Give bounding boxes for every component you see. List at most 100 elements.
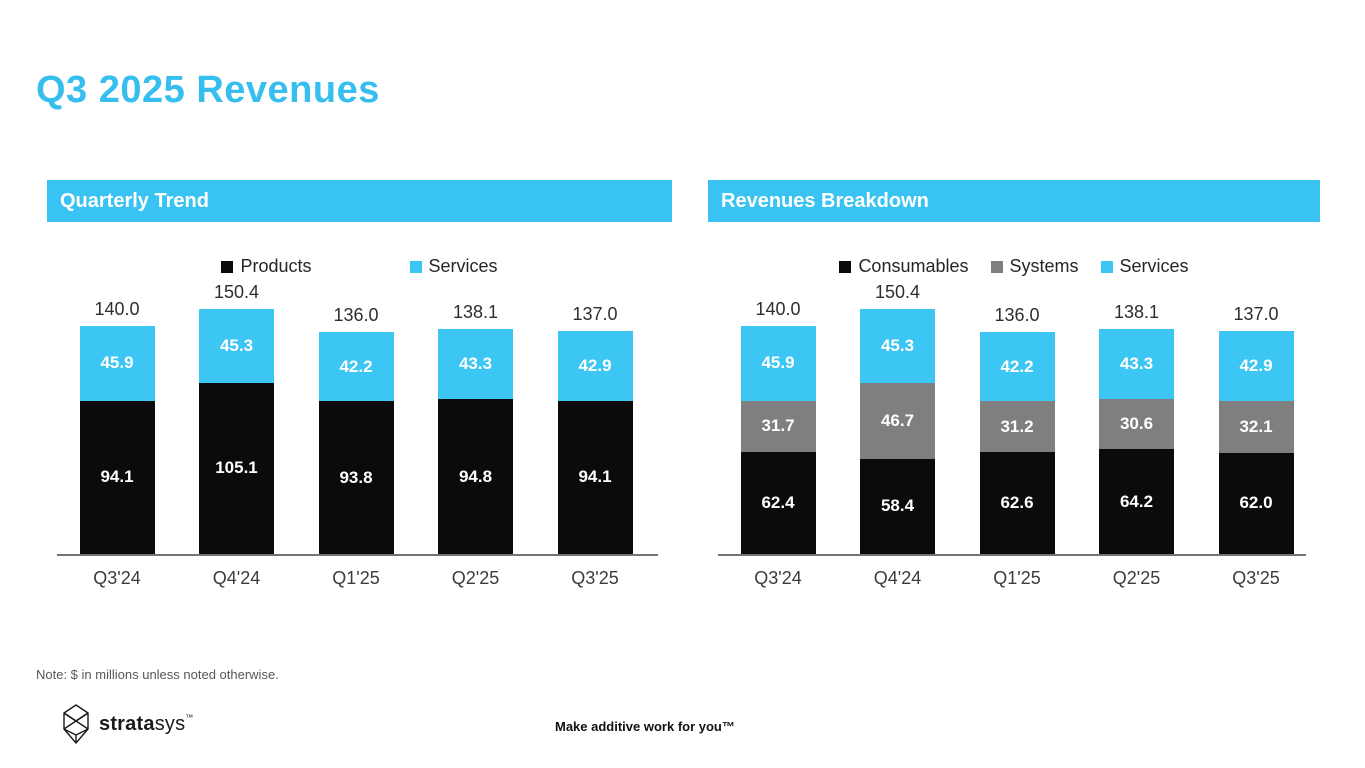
segment-value-label: 94.8 (458, 466, 493, 486)
segment-value-label: 45.3 (880, 335, 915, 355)
segment-systems: 32.1 (1218, 400, 1294, 453)
legend-swatch-systems (990, 260, 1003, 273)
segment-services: 45.9 (79, 325, 155, 401)
total-label: 136.0 (994, 305, 1040, 326)
segment-products: 105.1 (199, 382, 274, 554)
category-label: Q3'25 (571, 568, 619, 588)
segment-value-label: 46.7 (880, 410, 915, 430)
revenues-breakdown-plot: 45.9 31.7 62.4 140.0 45.3 46.7 58.4 150.4 42.2 31… (708, 180, 1320, 556)
segment-systems: 31.7 (740, 400, 816, 453)
legend-item-services: Services (1100, 256, 1189, 277)
segment-services: 43.3 (1099, 328, 1174, 400)
segment-products: 94.8 (438, 399, 513, 554)
panel-revenues-breakdown: Revenues Breakdown Consumables Systems Ser… (708, 180, 1320, 612)
segment-value-label: 62.0 (1239, 493, 1273, 513)
total-label: 150.4 (213, 281, 260, 302)
segment-value-label: 62.4 (761, 493, 795, 513)
segment-consumables: 62.0 (1218, 452, 1294, 554)
x-axis-line (718, 554, 1306, 556)
legend-swatch-services (1100, 260, 1113, 273)
segment-value-label: 64.2 (1119, 491, 1154, 511)
segment-value-label: 94.1 (578, 467, 612, 487)
segment-value-label: 42.9 (1239, 355, 1273, 375)
legend-item-products: Products (221, 256, 312, 277)
segment-value-label: 105.1 (215, 458, 258, 478)
revenues-breakdown-legend: Consumables Systems Services (708, 256, 1320, 277)
total-label: 137.0 (1233, 303, 1279, 324)
segment-products: 93.8 (318, 401, 394, 554)
quarterly-trend-category-axis: Q3'24 Q4'24 Q1'25 Q2'25 Q3'25 (47, 568, 672, 592)
x-axis-line (57, 554, 658, 556)
legend-item-systems: Systems (990, 256, 1079, 277)
segment-value-label: 43.3 (1119, 354, 1154, 374)
segment-value-label: 94.1 (100, 467, 134, 487)
segment-value-label: 31.2 (1000, 416, 1034, 436)
stacked-bar-q324: 45.9 94.1 (79, 325, 155, 554)
segment-products: 94.1 (79, 400, 155, 554)
stacked-bar-q125: 42.2 93.8 (318, 332, 394, 554)
segment-value-label: 42.9 (578, 355, 612, 375)
segment-value-label: 62.6 (1000, 492, 1034, 512)
segment-systems: 30.6 (1099, 399, 1174, 450)
segment-products: 94.1 (557, 400, 633, 554)
segment-services: 42.9 (557, 330, 633, 401)
revenues-breakdown-header-band: Revenues Breakdown (708, 180, 1320, 222)
stratasys-logo-icon (63, 704, 89, 744)
segment-value-label: 58.4 (880, 496, 915, 516)
segment-services: 45.3 (199, 308, 274, 383)
panel-quarterly-trend: Quarterly Trend Products Services 45.9 94.… (47, 180, 672, 612)
total-label: 137.0 (572, 303, 618, 324)
segment-value-label: 30.6 (1119, 414, 1154, 434)
segment-consumables: 58.4 (860, 458, 935, 554)
legend-label: Services (428, 256, 498, 276)
quarterly-trend-plot: 45.9 94.1 140.0 45.3 105.1 150.4 42.2 93.8 136.0… (47, 180, 672, 556)
segment-consumables: 64.2 (1099, 449, 1174, 554)
legend-swatch-products (221, 260, 234, 273)
stacked-bar-q325: 42.9 94.1 (557, 330, 633, 554)
legend-swatch-services (409, 260, 422, 273)
category-label: Q4'24 (873, 568, 922, 588)
legend-label: Services (1119, 256, 1189, 276)
segment-value-label: 42.2 (339, 356, 373, 376)
segment-services: 42.2 (318, 332, 394, 402)
total-label: 138.1 (452, 301, 499, 322)
segment-systems: 46.7 (860, 382, 935, 459)
total-label: 140.0 (755, 298, 801, 319)
quarterly-trend-header-band: Quarterly Trend (47, 180, 672, 222)
segment-services: 42.9 (1218, 330, 1294, 401)
segment-value-label: 93.8 (339, 467, 373, 487)
segment-value-label: 42.2 (1000, 356, 1034, 376)
category-label: Q3'25 (1232, 568, 1280, 588)
legend-swatch-consumables (839, 260, 852, 273)
total-label: 140.0 (94, 298, 140, 319)
stacked-bar-q325: 42.9 32.1 62.0 (1218, 330, 1294, 554)
quarterly-trend-legend: Products Services (47, 256, 672, 277)
segment-value-label: 45.9 (761, 353, 795, 373)
tagline: Make additive work for you™ (555, 719, 735, 734)
segment-value-label: 45.3 (219, 335, 254, 355)
revenues-breakdown-category-axis: Q3'24 Q4'24 Q1'25 Q2'25 Q3'25 (708, 568, 1320, 592)
segment-value-label: 31.7 (761, 416, 795, 436)
category-label: Q3'24 (754, 568, 802, 588)
legend-item-consumables: Consumables (839, 256, 969, 277)
category-label: Q4'24 (212, 568, 261, 588)
legend-item-services: Services (409, 256, 498, 277)
segment-value-label: 43.3 (458, 354, 493, 374)
logo-text-strata: strata (99, 712, 155, 735)
legend-label: Products (240, 256, 312, 276)
segment-consumables: 62.6 (979, 451, 1055, 554)
revenues-breakdown-title: Revenues Breakdown (721, 189, 929, 212)
segment-services: 45.3 (860, 308, 935, 383)
total-label: 150.4 (874, 281, 921, 302)
stacked-bar-q125: 42.2 31.2 62.6 (979, 332, 1055, 554)
segment-services: 45.9 (740, 325, 816, 401)
segment-value-label: 32.1 (1239, 416, 1273, 436)
quarterly-trend-title: Quarterly Trend (60, 189, 209, 212)
stacked-bar-q424: 45.3 105.1 (199, 308, 274, 554)
legend-label: Systems (1009, 256, 1079, 276)
category-label: Q1'25 (332, 568, 380, 588)
logo-text-sys: sys (154, 712, 186, 735)
stratasys-logo: stratasys™ (62, 704, 194, 744)
total-label: 138.1 (1113, 301, 1160, 322)
footnote: Note: $ in millions unless noted otherwi… (36, 667, 279, 682)
